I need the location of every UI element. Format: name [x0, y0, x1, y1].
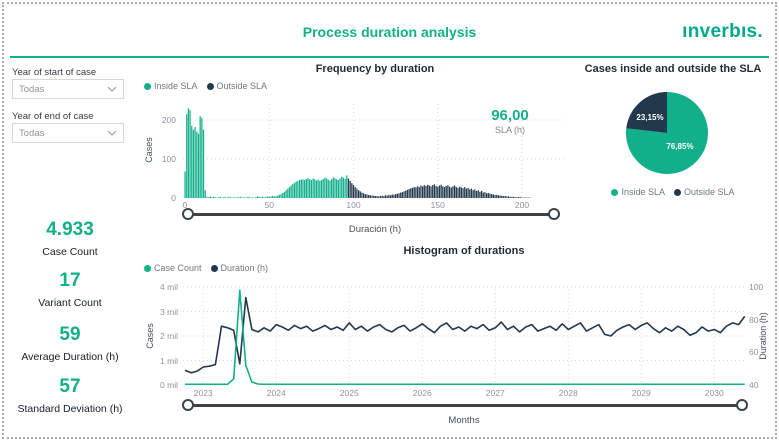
axis-tick-label: 2024: [266, 388, 286, 398]
axis-tick-label: 2028: [558, 388, 578, 398]
sla-label: SLA (h): [494, 125, 525, 135]
axis-tick-label: 100: [749, 282, 764, 292]
kpi-standard-deviation-label: Standard Deviation (h): [17, 403, 123, 415]
frequency-chart-legend: Inside SLA Outside SLA: [144, 81, 267, 91]
pie-slice-label-inside: 76,85%: [666, 142, 694, 151]
start-year-dropdown[interactable]: Todas: [12, 79, 124, 99]
kpi-average-duration-label: Average Duration (h): [21, 351, 119, 363]
end-year-dropdown-value: Todas: [19, 127, 45, 139]
kpi-average-duration-value: 59: [59, 324, 81, 345]
end-year-dropdown[interactable]: Todas: [12, 123, 124, 143]
axis-tick-label: 4 mil: [160, 282, 178, 292]
end-year-filter-label: Year of end of case: [12, 111, 94, 122]
axis-tick-label: 40: [749, 380, 759, 390]
axis-tick-label: 2029: [631, 388, 651, 398]
legend-item-duration[interactable]: Duration (h): [210, 263, 268, 273]
sla-indicator: 96,00 SLA (h): [466, 107, 554, 135]
axis-tick-label: 80: [749, 314, 759, 325]
months-range-slider[interactable]: [182, 398, 748, 412]
frequency-x-axis-label: Duración (h): [348, 224, 402, 235]
axis-tick-label: 2025: [339, 388, 359, 398]
slider-handle-max[interactable]: [736, 399, 748, 411]
kpi-standard-deviation-value: 57: [59, 376, 81, 397]
legend-dot: [611, 188, 619, 196]
legend-item-outside-sla[interactable]: Outside SLA: [206, 81, 267, 91]
duration-chart-legend: Case Count Duration (h): [144, 263, 268, 273]
duration-line-plot[interactable]: [183, 285, 745, 385]
chevron-down-icon: [107, 86, 117, 92]
axis-tick-label: 2 mil: [160, 331, 178, 341]
sla-pie-chart[interactable]: 23,15% 76,85%: [625, 91, 709, 175]
axis-tick-label: 60: [749, 347, 759, 358]
axis-tick-label: 0: [171, 193, 176, 203]
legend-dot: [674, 188, 681, 196]
pie-chart-legend: Inside SLA Outside SLA: [575, 187, 771, 197]
axis-tick-label: 100: [161, 154, 176, 164]
axis-tick-label: 2023: [193, 388, 213, 398]
kpi-case-count-value: 4.933: [46, 219, 94, 240]
legend-item-inside-sla[interactable]: Inside SLA: [611, 187, 665, 197]
sla-value: 96,00: [491, 107, 529, 124]
kpi-case-count-label: Case Count: [42, 246, 98, 258]
slider-handle-min[interactable]: [182, 399, 194, 411]
axis-tick-label: 2030: [704, 388, 724, 398]
inverbis-logo: ınverbıs.: [682, 21, 763, 42]
pie-chart-title: Cases inside and outside the SLA: [584, 63, 762, 75]
legend-item-inside-sla[interactable]: Inside SLA: [144, 81, 198, 91]
axis-tick-label: 100: [346, 200, 361, 210]
legend-dot: [144, 264, 151, 272]
axis-tick-label: 1 mil: [160, 355, 178, 366]
axis-tick-label: 150: [430, 200, 445, 210]
slider-handle-min[interactable]: [182, 208, 194, 220]
axis-tick-label: 0 mil: [160, 380, 178, 390]
start-year-dropdown-value: Todas: [19, 83, 45, 95]
start-year-filter-label: Year of start of case: [12, 67, 97, 78]
duration-x-axis-label: Months: [448, 415, 480, 426]
legend-dot: [144, 82, 151, 90]
axis-tick-label: 200: [514, 200, 530, 210]
duration-chart-title: Histogram of durations: [403, 245, 525, 257]
legend-item-outside-sla[interactable]: Outside SLA: [674, 187, 735, 197]
axis-tick-label: 50: [264, 200, 274, 210]
legend-dot: [206, 82, 214, 90]
kpi-variant-count-value: 17: [59, 270, 81, 291]
pie-slice-label-outside: 23,15%: [636, 113, 664, 122]
slider-handle-max[interactable]: [548, 208, 560, 220]
frequency-chart-title: Frequency by duration: [315, 63, 435, 75]
page-title: Process duration analysis: [302, 24, 477, 40]
axis-tick-label: 2026: [412, 388, 432, 398]
slider-track[interactable]: [187, 404, 743, 407]
axis-tick-label: 2027: [485, 388, 505, 398]
duration-range-slider[interactable]: [182, 207, 560, 221]
slider-track[interactable]: [187, 213, 555, 216]
axis-tick-label: 0: [182, 200, 188, 210]
frequency-histogram-plot[interactable]: [183, 98, 567, 198]
chevron-down-icon: [107, 130, 117, 136]
kpi-variant-count-label: Variant Count: [38, 297, 102, 309]
header-divider: [10, 56, 769, 58]
axis-tick-label: 200: [161, 115, 176, 125]
axis-tick-label: 3 mil: [160, 306, 178, 317]
legend-item-case-count[interactable]: Case Count: [144, 263, 202, 273]
legend-dot: [210, 264, 218, 272]
pie-graphic[interactable]: [625, 91, 709, 175]
